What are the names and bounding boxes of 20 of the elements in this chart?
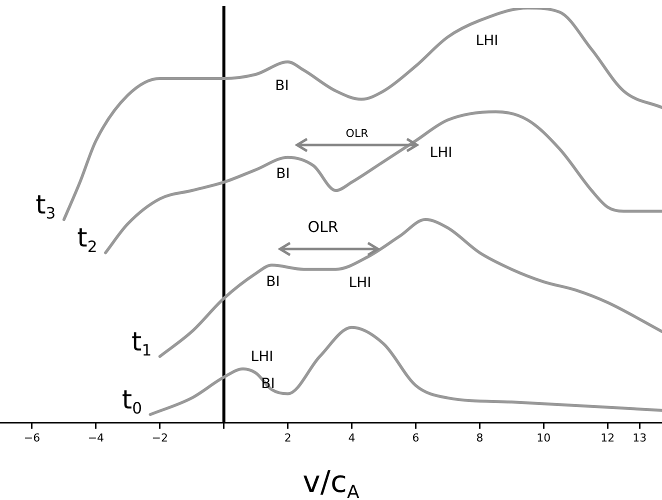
x-tick-label: −4 (88, 431, 104, 444)
annotation: LHI (250, 349, 274, 365)
x-tick-label: −2 (152, 431, 168, 444)
annotation: BI (275, 78, 289, 94)
x-tick-label: 6 (412, 431, 420, 444)
annotation: BI (261, 376, 275, 392)
annotation: BI (276, 166, 290, 182)
x-tick-label: 2 (284, 431, 292, 444)
annotation: LHI (476, 33, 498, 49)
annotation: LHI (348, 275, 372, 291)
annotation: OLR (346, 127, 369, 140)
annotation: LHI (430, 145, 452, 161)
annotation: OLR (308, 218, 338, 236)
x-tick-label: 10 (536, 431, 551, 444)
x-tick-label: −6 (24, 431, 40, 444)
x-tick-label: 12 (600, 431, 615, 444)
x-tick-label: 8 (476, 431, 484, 444)
x-tick-label: 13 (632, 431, 647, 444)
annotation: BI (266, 274, 280, 290)
x-tick-label: 4 (348, 431, 356, 444)
